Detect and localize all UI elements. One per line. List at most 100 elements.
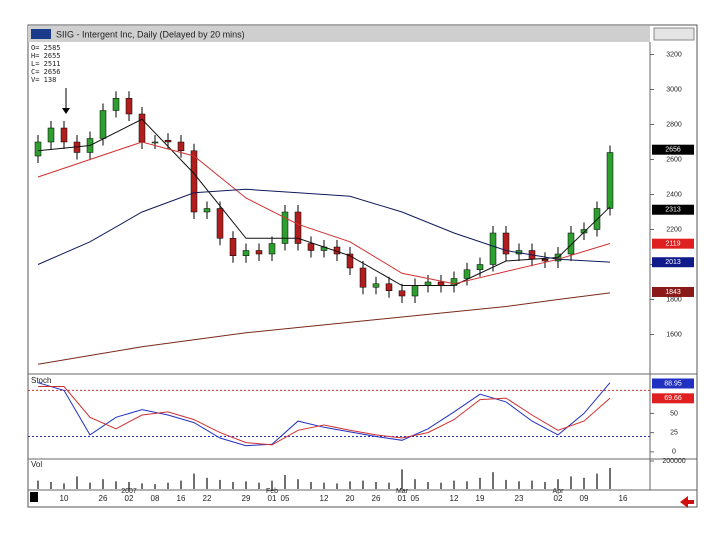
x-tick-label: 16 [619,494,628,503]
volume-bar [596,473,598,489]
value-tag-label: 2119 [665,241,680,248]
volume-bar [466,481,468,489]
volume-bar [115,481,117,489]
y-tick-label: 50 [670,410,678,417]
value-tag-label: 2656 [665,147,681,154]
candle-body [99,110,107,139]
volume-bar [583,477,585,489]
x-tick-label: 12 [320,494,329,503]
quote-line: C= 2656 [31,68,61,76]
volume-bar [193,473,195,489]
volume-bar [63,483,65,489]
value-tag [652,378,694,389]
candle-body [437,281,445,286]
volume-bar [89,482,91,489]
title-bar [28,26,650,42]
x-tick-label: 09 [580,494,589,503]
quote-line: V= 138 [31,76,56,84]
x-tick-label: 01 [268,494,277,503]
volume-bar [544,482,546,489]
volume-bar [271,480,273,489]
volume-bar [427,482,429,489]
nav-arrow[interactable] [680,496,694,508]
candle-body [242,250,250,256]
x-tick-label: 29 [242,494,251,503]
volume-bar [245,481,247,489]
candle-body [125,98,133,115]
candle-body [359,267,367,288]
volume-bar [102,479,104,489]
candle-body [164,140,172,143]
x-tick-label: 23 [515,494,524,503]
value-tag [652,286,694,297]
volume-bar [154,484,156,489]
candle-body [34,141,42,157]
volume-bar [50,482,52,489]
quote-line: L= 2511 [31,60,61,68]
x-tick-label: 22 [203,494,212,503]
candle-body [476,264,484,270]
value-tag [652,257,694,268]
volume-bar [76,476,78,489]
volume-bar [362,480,364,489]
volume-bar [492,472,494,489]
x-tick-label: 16 [177,494,186,503]
candle-body [346,253,354,269]
candle-body [216,208,224,239]
x-tick-label: 05 [411,494,420,503]
candle-body [255,250,263,255]
value-tag-label: 1843 [665,289,681,296]
volume-bar [336,483,338,489]
value-tag-label: 69.66 [664,395,682,402]
candle-body [580,229,588,234]
candle-body [47,127,55,143]
panel-label: Vol [31,460,42,469]
candle-body [424,281,432,286]
candle-body [385,283,393,291]
volume-bar [518,481,520,489]
volume-bar [401,469,403,489]
x-tick-label: 05 [281,494,290,503]
candle-body [502,232,510,255]
volume-bar [479,477,481,489]
value-tag-label: 2013 [665,259,681,266]
x-tick-label: 02 [554,494,563,503]
volume-bar [167,482,169,489]
quote-line: O= 2585 [31,44,61,52]
x-tick-label: 26 [99,494,108,503]
candle-body [294,211,302,244]
volume-bar [453,480,455,489]
candle-body [372,283,380,288]
x-period-label: Feb [266,488,278,495]
x-period-label: Mar [396,488,409,495]
value-tag [652,204,694,215]
candle-body [138,113,146,143]
y-tick-label: 0 [672,449,676,456]
candle-body [177,141,185,151]
scroll-handle[interactable] [30,492,38,502]
candle-body [60,127,68,143]
candle-body [606,152,614,209]
value-tag [652,393,694,404]
chart-title: SIIG - Intergent Inc, Daily (Delayed by … [56,29,245,39]
x-tick-label: 02 [125,494,134,503]
volume-bar [310,482,312,489]
volume-bar [219,479,221,489]
volume-bar [505,479,507,489]
volume-bar [531,480,533,489]
candle-body [567,232,575,255]
indicator-line [37,118,611,286]
volume-bar [206,477,208,489]
indicator-line [38,386,611,446]
volume-bar [440,482,442,489]
y-tick-label: 2200 [666,226,682,233]
candle-body [151,141,159,144]
volume-bar [141,483,143,489]
quote-line: H= 2655 [31,52,61,60]
toolbar-icons[interactable] [653,27,695,41]
x-period-label: Apr [553,488,565,495]
candle-body [411,285,419,297]
candle-body [489,232,497,265]
